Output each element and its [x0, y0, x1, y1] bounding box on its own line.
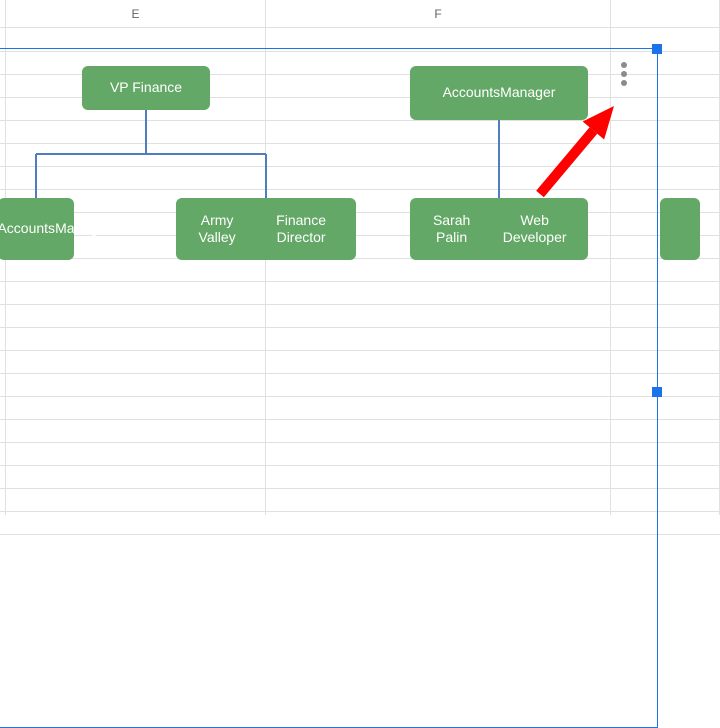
- col-header-e[interactable]: E: [6, 0, 266, 27]
- org-node-line: VP Finance: [110, 79, 182, 97]
- col-header-f[interactable]: F: [266, 0, 611, 27]
- org-node[interactable]: VP Finance: [82, 66, 210, 110]
- org-node[interactable]: AccountsManager: [410, 66, 588, 120]
- org-node-line: Manager: [500, 84, 555, 102]
- col-header-label: F: [434, 7, 441, 21]
- org-node[interactable]: Sarah PalinWeb Developer: [410, 198, 588, 260]
- resize-handle-right[interactable]: [652, 387, 662, 397]
- org-node-line: Accounts: [0, 220, 55, 238]
- org-node-line: Accounts: [443, 84, 501, 102]
- col-header-blank-right[interactable]: [611, 0, 720, 27]
- org-node[interactable]: John DavidAccountsManager: [0, 198, 74, 260]
- col-header-label: E: [131, 7, 139, 21]
- org-node-line: Web Developer: [487, 212, 582, 247]
- more-options-icon[interactable]: [617, 62, 631, 86]
- resize-handle-top-right[interactable]: [652, 44, 662, 54]
- org-node[interactable]: Army ValleyFinance Director: [176, 198, 356, 260]
- org-node-line: Sarah Palin: [416, 212, 487, 247]
- org-node-line: Finance Director: [252, 212, 350, 247]
- column-headers: E F: [0, 0, 720, 28]
- org-node[interactable]: [660, 198, 700, 260]
- chart-selection-box[interactable]: [0, 48, 658, 728]
- org-node-line: Army Valley: [182, 212, 252, 247]
- org-node-line: Manager: [55, 220, 110, 238]
